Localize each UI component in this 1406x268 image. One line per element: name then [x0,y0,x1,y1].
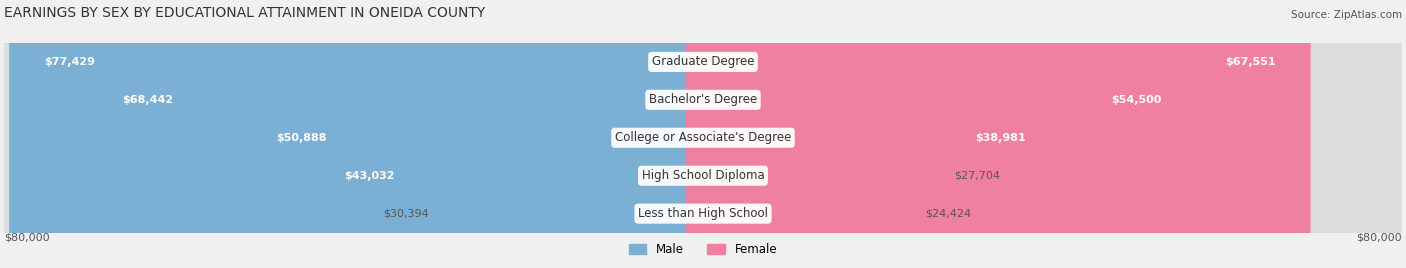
FancyBboxPatch shape [686,0,963,268]
FancyBboxPatch shape [240,0,720,268]
Text: $30,394: $30,394 [382,209,429,219]
Text: EARNINGS BY SEX BY EDUCATIONAL ATTAINMENT IN ONEIDA COUNTY: EARNINGS BY SEX BY EDUCATIONAL ATTAINMEN… [4,6,485,20]
Text: $38,981: $38,981 [976,133,1026,143]
FancyBboxPatch shape [4,118,1402,157]
Text: College or Associate's Degree: College or Associate's Degree [614,131,792,144]
Text: $68,442: $68,442 [122,95,174,105]
Text: Less than High School: Less than High School [638,207,768,220]
FancyBboxPatch shape [686,0,1310,268]
FancyBboxPatch shape [4,80,1402,119]
FancyBboxPatch shape [309,0,720,268]
Text: Bachelor's Degree: Bachelor's Degree [650,93,756,106]
FancyBboxPatch shape [87,0,720,268]
FancyBboxPatch shape [686,0,934,268]
Text: $27,704: $27,704 [953,171,1000,181]
Text: $80,000: $80,000 [1357,233,1402,243]
Text: Graduate Degree: Graduate Degree [652,55,754,68]
FancyBboxPatch shape [686,0,1062,268]
Text: $67,551: $67,551 [1225,57,1275,67]
FancyBboxPatch shape [686,0,1197,268]
Text: $80,000: $80,000 [4,233,49,243]
Text: $54,500: $54,500 [1111,95,1161,105]
Text: $50,888: $50,888 [276,133,326,143]
Legend: Male, Female: Male, Female [624,238,782,261]
Text: $24,424: $24,424 [925,209,972,219]
Text: $77,429: $77,429 [44,57,96,67]
FancyBboxPatch shape [4,156,1402,195]
FancyBboxPatch shape [4,43,1402,81]
FancyBboxPatch shape [10,0,720,268]
Text: High School Diploma: High School Diploma [641,169,765,182]
FancyBboxPatch shape [420,0,720,268]
FancyBboxPatch shape [4,194,1402,233]
Text: $43,032: $43,032 [344,171,395,181]
Text: Source: ZipAtlas.com: Source: ZipAtlas.com [1291,10,1402,20]
